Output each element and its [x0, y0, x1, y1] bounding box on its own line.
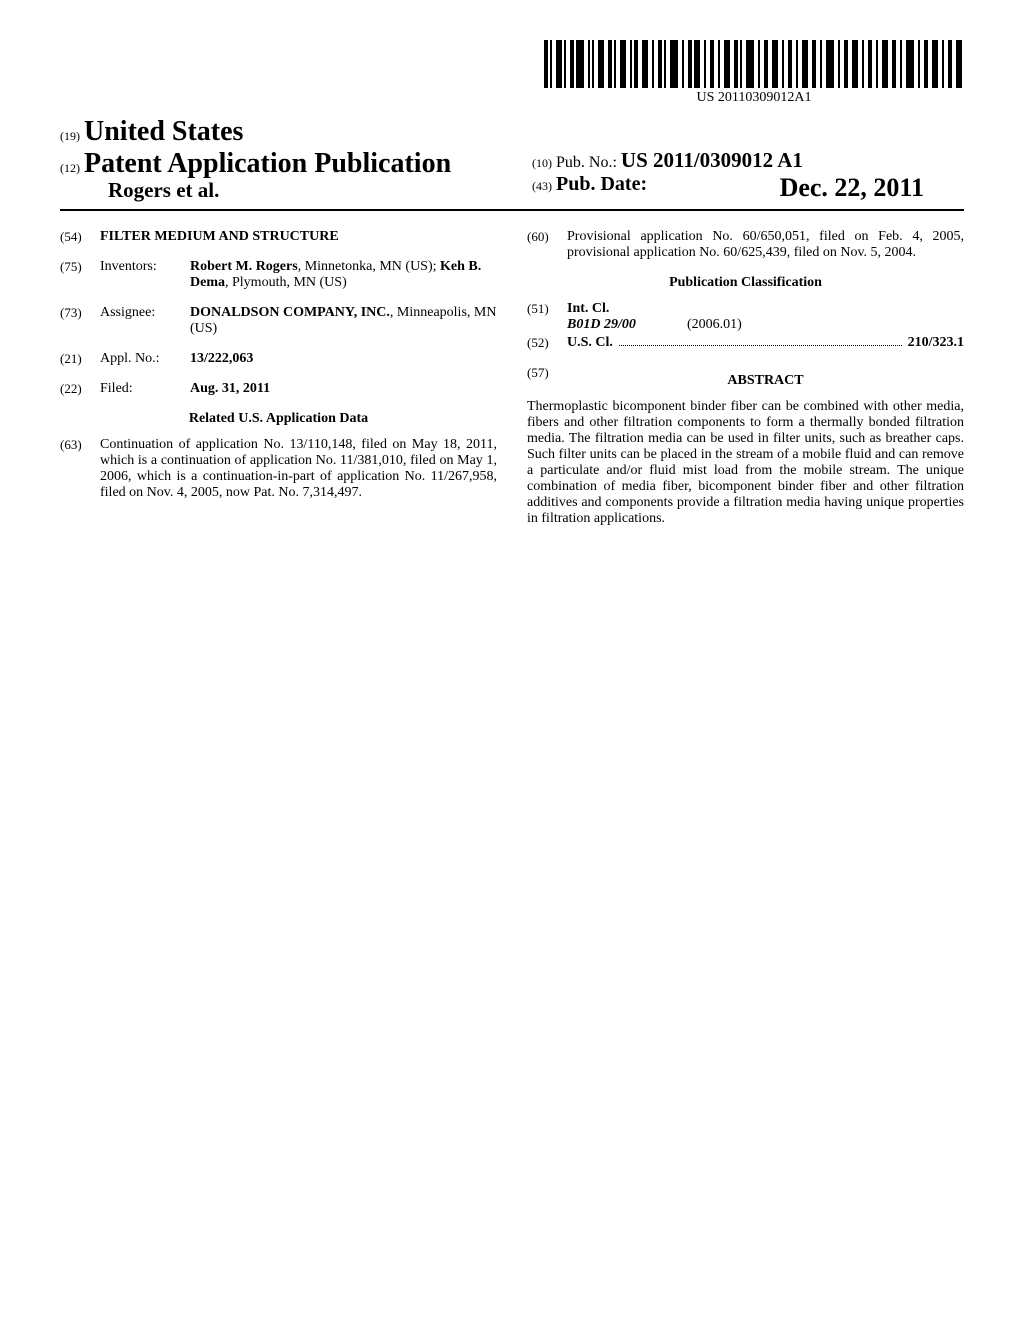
biblio-right-column: (60) Provisional application No. 60/650,… — [527, 229, 964, 527]
barcode: US 20110309012A1 — [544, 40, 964, 106]
applno-label: Appl. No.: — [100, 351, 190, 367]
invention-title: FILTER MEDIUM AND STRUCTURE — [100, 229, 497, 245]
provisional-code: (60) — [527, 229, 567, 261]
assignee-name: DONALDSON COMPANY, INC. — [190, 305, 390, 320]
barcode-number: US 20110309012A1 — [544, 90, 964, 106]
intcl-label: Int. Cl. — [567, 301, 964, 317]
inventors-value: Robert M. Rogers — [190, 259, 298, 274]
authors-line: Rogers et al. — [108, 178, 492, 203]
intcl-class: B01D 29/00 — [567, 317, 687, 333]
filed-label: Filed: — [100, 381, 190, 397]
pubno-code: (10) — [532, 156, 552, 170]
continuation-code: (63) — [60, 437, 100, 501]
related-heading: Related U.S. Application Data — [60, 411, 497, 427]
filed-value: Aug. 31, 2011 — [190, 381, 497, 397]
uscl-label: U.S. Cl. — [567, 335, 613, 351]
header-rule — [60, 209, 964, 211]
inventors-code: (75) — [60, 259, 100, 291]
pubtype-code: (12) — [60, 161, 80, 175]
intcl-code: (51) — [527, 301, 567, 333]
assignee-label: Assignee: — [100, 305, 190, 337]
uscl-code: (52) — [527, 335, 567, 351]
title-code: (54) — [60, 229, 100, 245]
applno-value: 13/222,063 — [190, 351, 497, 367]
pubdate-value: Dec. 22, 2011 — [780, 173, 924, 203]
biblio-left-column: (54) FILTER MEDIUM AND STRUCTURE (75) In… — [60, 229, 497, 527]
inventors-label: Inventors: — [100, 259, 190, 291]
pubclass-heading: Publication Classification — [527, 275, 964, 291]
intcl-date: (2006.01) — [687, 317, 742, 333]
uscl-leader-dots — [619, 335, 902, 346]
assignee-code: (73) — [60, 305, 100, 337]
continuation-text: Continuation of application No. 13/110,1… — [100, 437, 497, 501]
abstract-text: Thermoplastic bicomponent binder fiber c… — [527, 399, 964, 527]
barcode-region: US 20110309012A1 — [60, 40, 964, 106]
abstract-heading: ABSTRACT — [567, 373, 964, 389]
inventor-1: Robert M. Rogers — [190, 259, 298, 274]
pubdate-code: (43) — [532, 179, 552, 193]
pubno-value: US 2011/0309012 A1 — [621, 148, 803, 172]
uscl-value: 210/323.1 — [908, 335, 964, 351]
abstract-code: (57) — [527, 365, 567, 395]
provisional-text: Provisional application No. 60/650,051, … — [567, 229, 964, 261]
filed-code: (22) — [60, 381, 100, 397]
pubno-label: Pub. No.: — [556, 154, 617, 171]
country-code: (19) — [60, 129, 80, 143]
pubtype-value: Patent Application Publication — [84, 148, 451, 179]
applno-code: (21) — [60, 351, 100, 367]
country-name: United States — [84, 116, 243, 147]
pubdate-label: Pub. Date: — [556, 173, 647, 195]
